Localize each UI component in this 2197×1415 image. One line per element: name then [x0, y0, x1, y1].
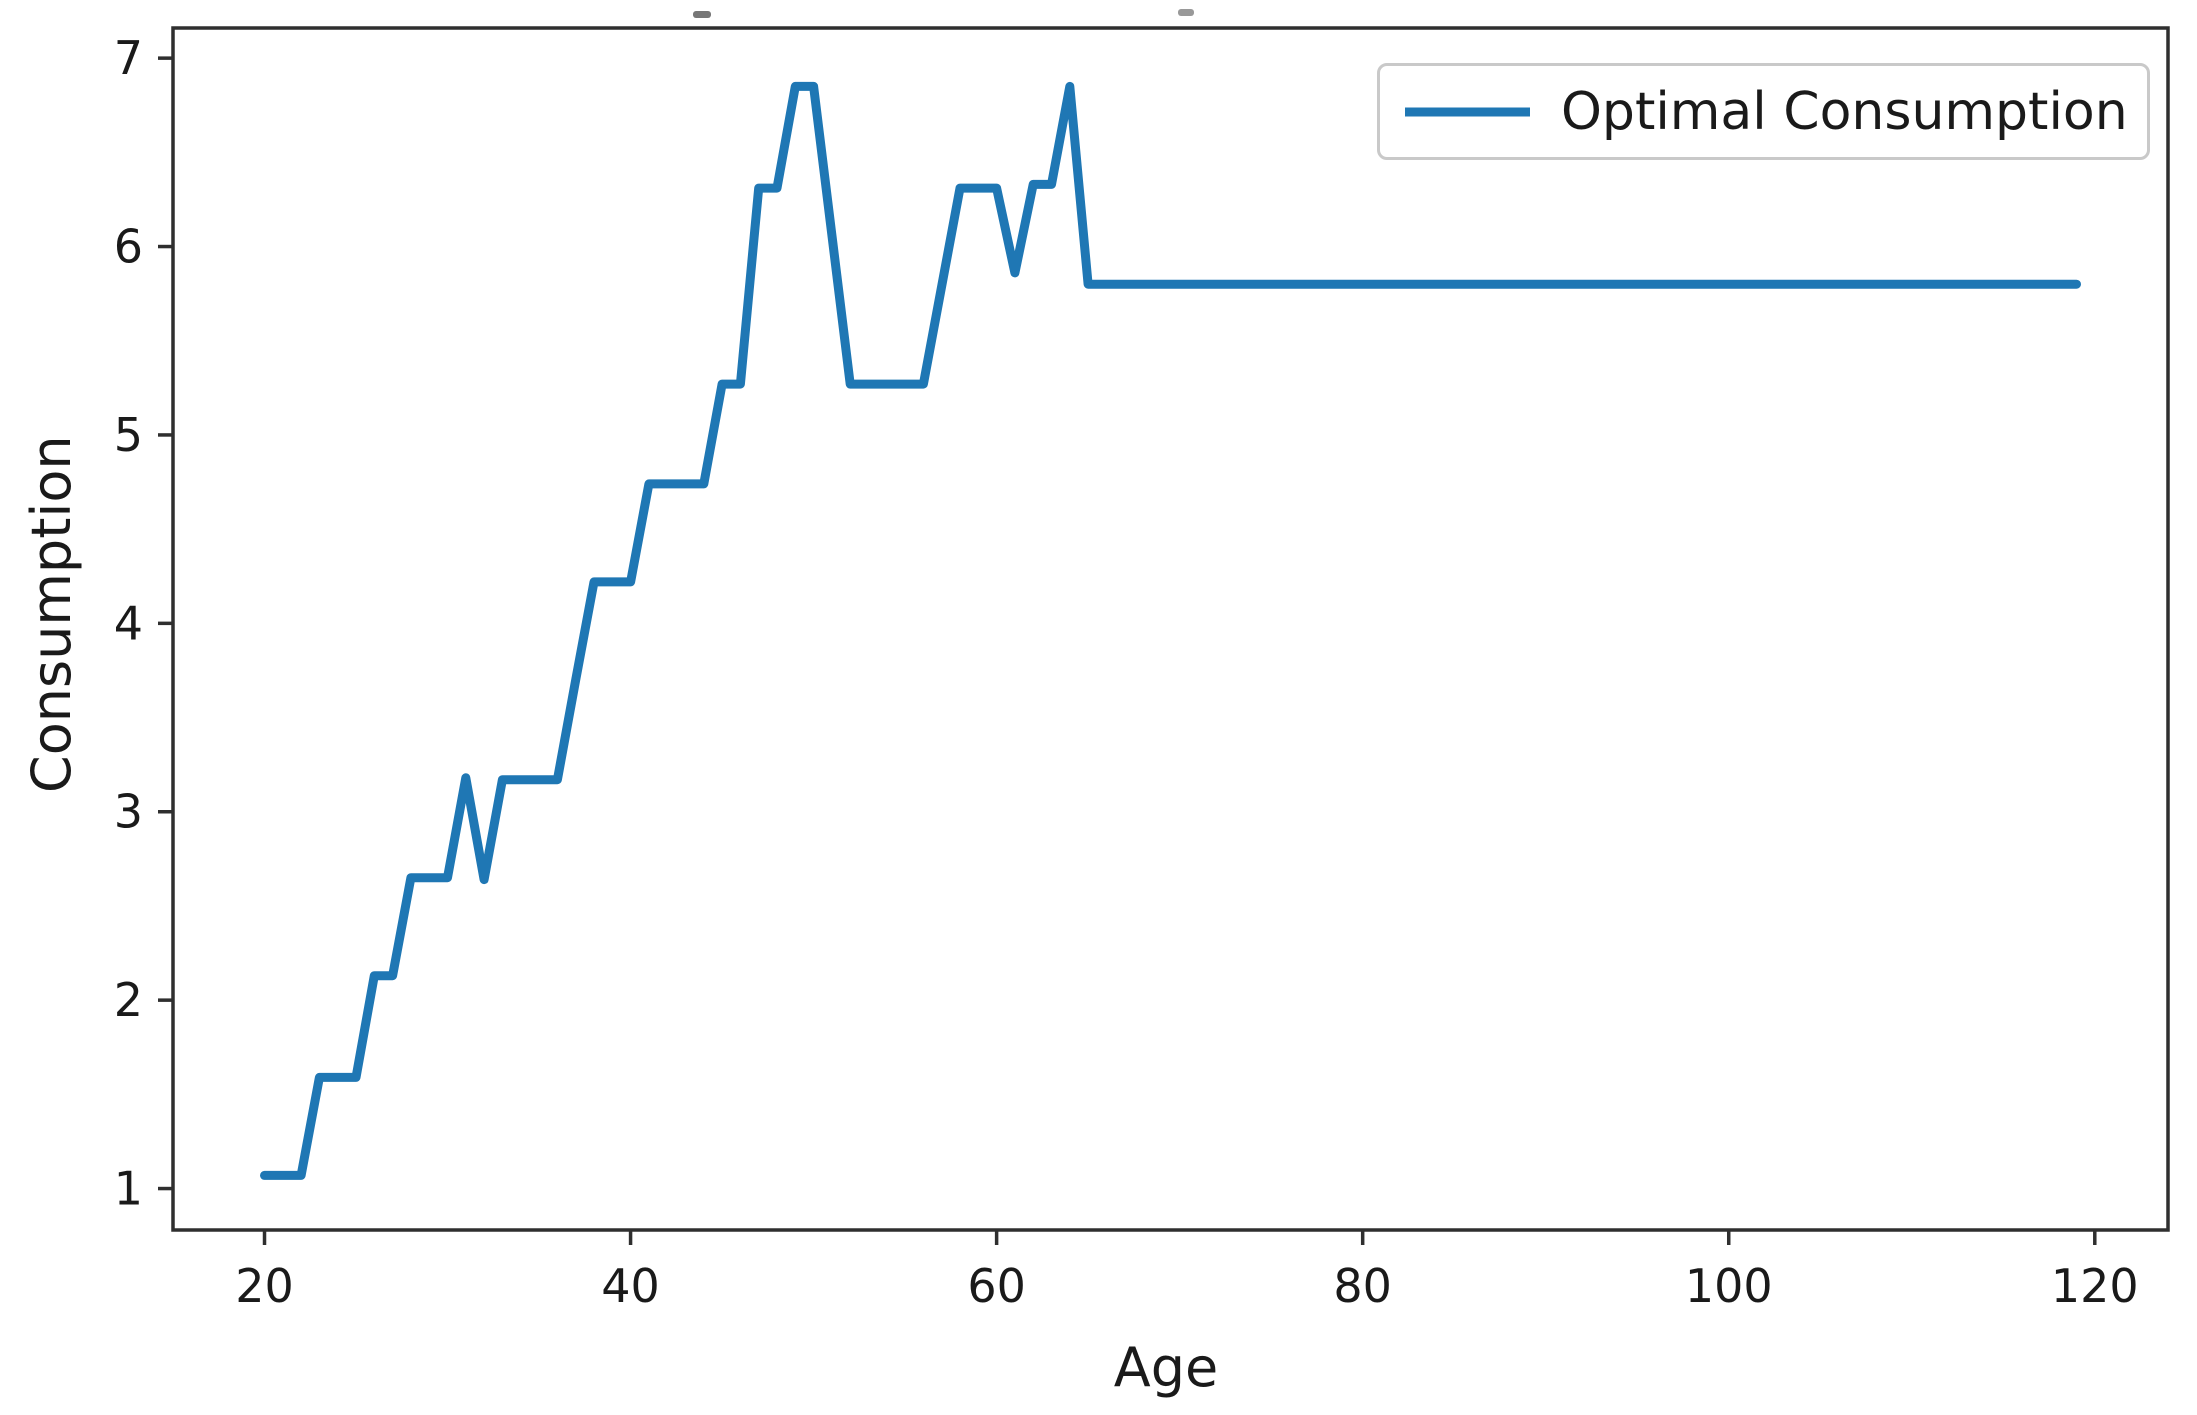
y-tick-label: 2: [114, 973, 143, 1027]
y-tick-label: 3: [114, 785, 143, 839]
x-tick-label: 80: [1333, 1259, 1392, 1313]
axes-spines: [171, 26, 2170, 1232]
y-tick-label: 1: [114, 1162, 143, 1216]
x-axis-label: Age: [1113, 1336, 1219, 1399]
x-tick-label: 120: [2051, 1259, 2139, 1313]
x-tick-label: 60: [967, 1259, 1026, 1313]
legend: Optimal Consumption: [1377, 63, 2150, 160]
y-tick-label: 4: [114, 596, 143, 650]
y-tick-label: 5: [114, 408, 143, 462]
x-tick-label: 20: [235, 1259, 294, 1313]
optimal-consumption-line: [260, 81, 2081, 1180]
y-tick-label: 7: [114, 31, 143, 85]
y-axis-label: Consumption: [20, 435, 83, 793]
y-tick-label: 6: [114, 220, 143, 274]
legend-line-sample-icon: [1405, 107, 1530, 116]
cropped-title-fragment: [693, 11, 711, 18]
x-tick-label: 100: [1685, 1259, 1773, 1313]
legend-entry-label: Optimal Consumption: [1561, 81, 2128, 142]
cropped-title-fragment: [1178, 9, 1194, 16]
x-tick-label: 40: [601, 1259, 660, 1313]
